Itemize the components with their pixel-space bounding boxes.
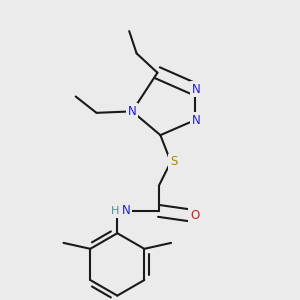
Text: N: N bbox=[192, 114, 200, 127]
Text: N: N bbox=[128, 105, 136, 118]
Text: N: N bbox=[122, 204, 130, 218]
Text: N: N bbox=[192, 82, 200, 96]
Text: S: S bbox=[170, 155, 178, 168]
Text: H: H bbox=[111, 206, 119, 216]
Text: O: O bbox=[190, 209, 199, 222]
